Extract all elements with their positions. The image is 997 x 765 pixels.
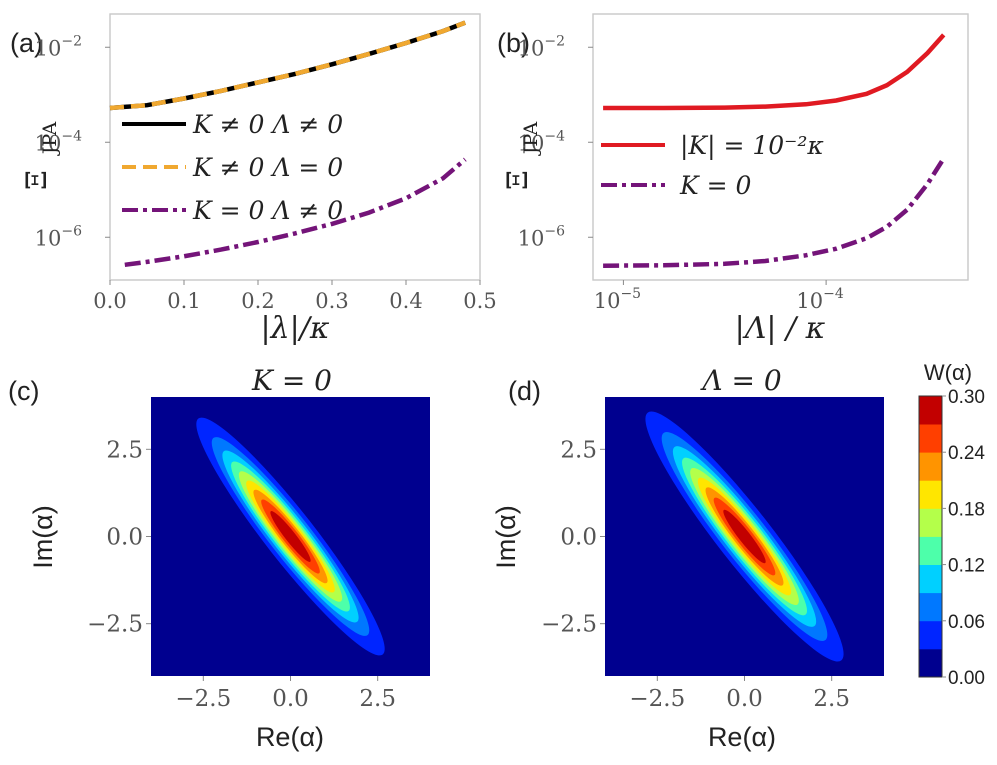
y-tick-label: −2.5 <box>87 612 143 638</box>
y-tick-label: 10−2 <box>35 33 82 60</box>
legend-a-label-2: K = 0 Λ ≠ 0 <box>192 196 343 225</box>
panel-d: (d) Λ = 0 −2.5 0.0 2.5 2.5 0.0 −2.5 Re(α) Im(… <box>491 364 884 752</box>
colorbar-band-8 <box>919 424 942 453</box>
panel-a-y-label-sub: JPA <box>39 122 61 157</box>
panel-b-y-label-main: Ξ <box>501 170 534 190</box>
colorbar-tick-label: 0.18 <box>948 499 985 520</box>
colorbar-band-0 <box>919 648 942 678</box>
panel-c-heatmap <box>151 397 430 676</box>
panel-d-label: (d) <box>508 376 541 406</box>
panel-c-y-label: Im(α) <box>28 505 58 569</box>
panel-b: (b) 10−5 10−4 10−210−410−6 Ξ JPA |Λ| / κ … <box>497 13 969 346</box>
panel-a-series <box>109 20 467 268</box>
panel-d-ticks: −2.5 0.0 2.5 2.5 0.0 −2.5 <box>541 437 850 712</box>
panel-c-label: (c) <box>8 376 39 406</box>
colorbar-band-1 <box>919 620 942 650</box>
y-tick-label: 0.0 <box>106 525 143 551</box>
colorbar-label: W(α) <box>924 360 972 385</box>
panel-b-x-label: |Λ| / κ <box>735 311 826 346</box>
x-tick-label: 0.0 <box>93 289 126 313</box>
panel-b-plot-frame <box>592 13 969 281</box>
y-tick-label: 10−6 <box>35 223 82 250</box>
colorbar-bands <box>918 395 943 678</box>
x-tick-label: 10−5 <box>594 286 641 313</box>
colorbar-band-7 <box>919 452 942 481</box>
panel-a: (a) 0.0 0.1 0.2 0.3 0.4 0.5 10−2 10−4 10−6 Ξ JP… <box>10 13 497 346</box>
x-tick-label: 2.5 <box>359 686 396 712</box>
panel-b-y-label: Ξ JPA <box>501 122 542 190</box>
colorbar-tick-label: 0.06 <box>948 612 985 633</box>
x-tick-label: 0.0 <box>272 686 309 712</box>
panel-d-y-label: Im(α) <box>491 505 521 569</box>
colorbar: W(α) 0.30 0.24 0.18 0.12 0.06 0.00 <box>918 360 985 689</box>
panel-b-label: (b) <box>497 28 530 58</box>
colorbar-band-3 <box>919 564 942 594</box>
colorbar-frame <box>918 395 943 678</box>
x-tick-label: 0.0 <box>726 686 763 712</box>
y-tick-label: 10−2 <box>518 33 565 60</box>
y-tick-label: 2.5 <box>106 437 143 463</box>
panel-a-y-ticks: 10−2 10−4 10−6 <box>35 33 110 250</box>
legend-b-label-0: |K| = 10⁻²κ <box>680 131 824 161</box>
y-tick-label: −2.5 <box>541 612 597 638</box>
panel-a-legend: K ≠ 0 Λ ≠ 0 K ≠ 0 Λ = 0 K = 0 Λ ≠ 0 <box>122 110 343 225</box>
y-tick-label: 10−6 <box>518 223 565 250</box>
x-tick-label: 0.2 <box>241 289 274 313</box>
panel-a-x-label: |λ|/κ <box>260 311 329 346</box>
y-tick-label: 0.0 <box>560 525 597 551</box>
colorbar-ticks: 0.30 0.24 0.18 0.12 0.06 0.00 <box>942 387 985 689</box>
panel-a-label: (a) <box>10 28 43 58</box>
colorbar-tick-label: 0.24 <box>948 443 985 464</box>
x-tick-label: −2.5 <box>629 686 685 712</box>
colorbar-band-4 <box>919 536 942 565</box>
panel-c-title: K = 0 <box>251 364 332 397</box>
colorbar-band-6 <box>919 480 942 509</box>
y-tick-label: 10−4 <box>35 128 82 155</box>
x-tick-label: 10−4 <box>796 286 843 313</box>
panel-b-x-ticks: 10−5 10−4 <box>594 280 844 313</box>
contour-level-9 <box>723 509 766 564</box>
panel-b-series <box>603 33 946 268</box>
x-tick-label: 0.3 <box>315 289 348 313</box>
series-line-0 <box>109 20 467 111</box>
legend-b-label-1: K = 0 <box>679 171 752 200</box>
legend-a-label-1: K ≠ 0 Λ = 0 <box>192 153 343 182</box>
colorbar-band-5 <box>919 508 942 537</box>
colorbar-tick-label: 0.30 <box>948 387 985 408</box>
panel-d-title: Λ = 0 <box>699 364 781 397</box>
colorbar-band-9 <box>919 396 942 425</box>
series-line-1 <box>109 20 467 111</box>
x-tick-label: 0.4 <box>389 289 422 313</box>
series-line-0 <box>603 33 946 111</box>
x-tick-label: −2.5 <box>175 686 231 712</box>
panel-a-plot-frame <box>109 13 481 281</box>
panel-c-ticks: −2.5 0.0 2.5 2.5 0.0 −2.5 <box>87 437 396 712</box>
panel-d-heatmap <box>605 397 884 676</box>
panel-a-y-label: Ξ JPA <box>20 122 61 190</box>
panel-a-y-label-main: Ξ <box>20 170 53 190</box>
colorbar-band-2 <box>919 592 942 622</box>
panel-d-x-label: Re(α) <box>708 722 776 752</box>
panel-c: (c) K = 0 −2.5 0.0 2.5 2.5 0.0 −2.5 Re(α) Im(… <box>8 364 430 752</box>
series-line-2 <box>124 157 467 268</box>
panel-a-x-ticks: 0.0 0.1 0.2 0.3 0.4 0.5 <box>93 280 497 313</box>
panel-b-y-label-sub: JPA <box>520 122 542 157</box>
panel-b-y-ticks: 10−210−410−6 <box>518 33 593 250</box>
contour-level-9 <box>270 511 311 562</box>
panel-b-legend: |K| = 10⁻²κ K = 0 <box>601 131 824 200</box>
colorbar-tick-label: 0.12 <box>948 556 985 577</box>
y-tick-label: 2.5 <box>560 437 597 463</box>
legend-a-label-0: K ≠ 0 Λ ≠ 0 <box>192 110 343 139</box>
colorbar-tick-label: 0.00 <box>948 668 985 689</box>
x-tick-label: 0.1 <box>167 289 200 313</box>
x-tick-label: 2.5 <box>813 686 850 712</box>
panel-c-x-label: Re(α) <box>256 722 324 752</box>
series-line-1 <box>603 157 946 268</box>
x-tick-label: 0.5 <box>463 289 496 313</box>
